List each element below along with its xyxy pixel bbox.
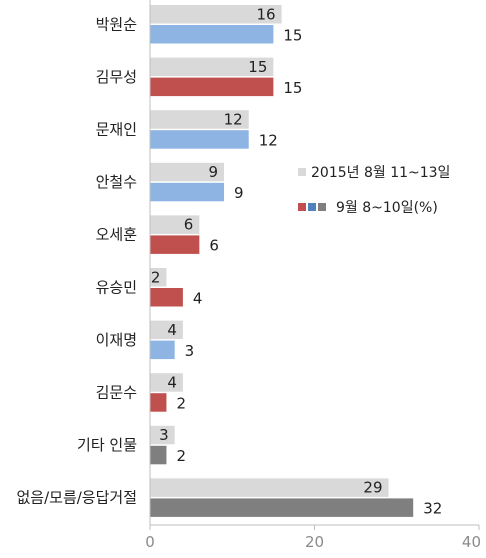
category-label: 이재명 (96, 331, 137, 349)
data-label-sep: 15 (283, 79, 302, 97)
bar-sep-2 (150, 130, 249, 149)
bar-sep-1 (150, 77, 274, 97)
data-label-aug: 29 (363, 479, 382, 497)
bar-sep-8 (150, 445, 167, 465)
legend-marker-sep (308, 203, 316, 211)
legend-label-aug: 2015년 8월 11~13일 (311, 165, 450, 181)
x-axis: 0 20 40 (145, 0, 481, 551)
bar-aug-9 (150, 478, 389, 497)
bar-sep-3 (150, 182, 225, 202)
category-label: 박원순 (96, 15, 138, 33)
legend-marker-sep (298, 203, 306, 211)
data-label-aug: 6 (184, 216, 194, 234)
category-label: 문재인 (96, 120, 137, 138)
category-label: 없음/모름/응답거절 (16, 489, 137, 507)
bar-aug-1 (150, 57, 274, 77)
data-label-sep: 9 (234, 184, 244, 202)
legend-marker-aug (298, 168, 306, 176)
data-label-aug: 4 (167, 373, 177, 391)
legend-marker-sep (318, 203, 326, 211)
bar-aug-5 (150, 268, 167, 287)
bar-sep-5 (150, 288, 183, 307)
data-label-aug: 16 (257, 5, 276, 23)
category-label: 유승민 (96, 278, 137, 296)
legend: 2015년 8월 11~13일 9월 8~10일(%) (298, 165, 450, 216)
bar-aug-4 (150, 215, 200, 234)
bar-aug-8 (150, 425, 175, 445)
data-label-aug: 3 (159, 426, 169, 444)
category-label: 김무성 (96, 68, 137, 86)
category-label: 기타 인물 (77, 436, 137, 454)
bar-sep-9 (150, 498, 414, 517)
data-label-sep: 2 (176, 447, 186, 465)
data-label-aug: 2 (151, 268, 161, 286)
legend-label-sep: 9월 8~10일(%) (336, 200, 438, 216)
data-label-sep: 6 (209, 237, 219, 255)
bar-aug-2 (150, 110, 249, 129)
data-label-sep: 2 (176, 394, 186, 412)
x-tick-label: 0 (145, 533, 155, 551)
data-label-sep: 3 (185, 342, 195, 360)
data-label-aug: 9 (208, 163, 218, 181)
x-tick-label: 20 (305, 533, 324, 551)
data-label-aug: 15 (248, 58, 267, 76)
bar-sep-4 (150, 235, 200, 254)
bar-aug-7 (150, 373, 183, 392)
bar-sep-6 (150, 340, 175, 360)
bar-sep-7 (150, 393, 167, 412)
labels-group: 박원순 16 15 김무성 15 15 문재인 12 12 안철수 99 오세훈 66 유승민 2 4 이재명 4… (16, 5, 442, 517)
category-label: 오세훈 (96, 226, 137, 244)
data-label-sep: 32 (423, 500, 442, 518)
bar-aug-6 (150, 320, 183, 340)
data-label-sep: 12 (259, 131, 278, 149)
category-label: 안철수 (96, 173, 137, 191)
data-label-aug: 12 (224, 110, 243, 128)
bar-aug-3 (150, 162, 225, 182)
data-label-aug: 4 (167, 321, 177, 339)
category-label: 김문수 (96, 383, 137, 401)
bars-group (150, 5, 414, 517)
bar-aug-0 (150, 5, 282, 24)
data-label-sep: 15 (283, 26, 302, 44)
x-tick-label: 40 (462, 533, 481, 551)
data-label-sep: 4 (193, 289, 203, 307)
bar-sep-0 (150, 25, 274, 44)
